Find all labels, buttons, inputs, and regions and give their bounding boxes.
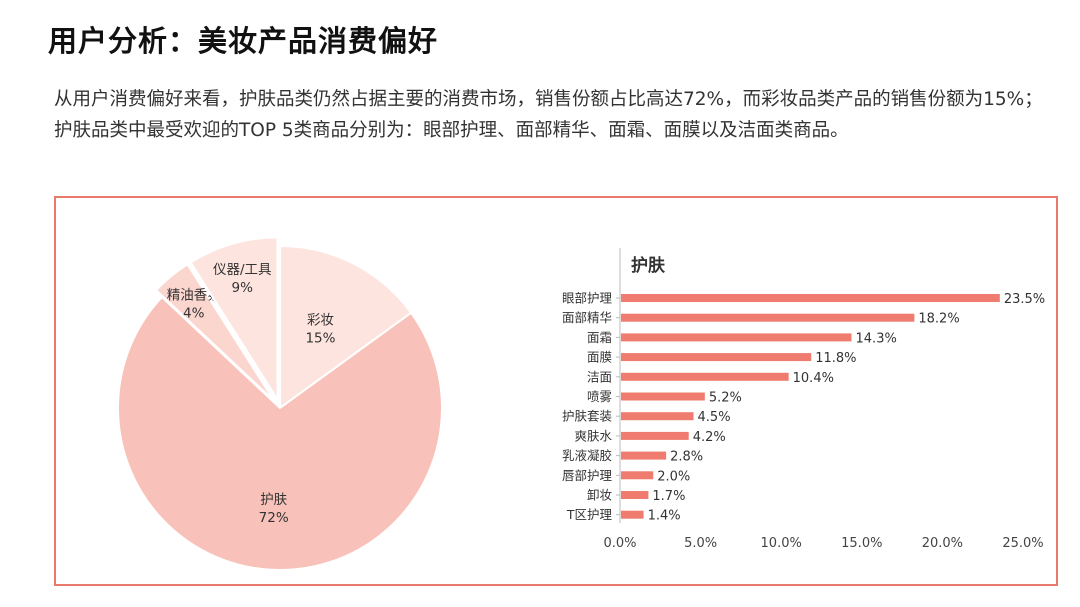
pie-slice-0 [279, 244, 413, 410]
pie-value-label: 4% [183, 306, 205, 322]
bar [621, 412, 694, 421]
x-tick-label: 0.0% [603, 536, 636, 551]
bar [621, 294, 1000, 302]
bar-category-label: 面霜 [587, 330, 612, 345]
page-title: 用户分析：美妆产品消费偏好 [48, 24, 439, 58]
bar [621, 491, 649, 499]
bar-category-label: 卸妆 [587, 488, 612, 503]
bar-value-label: 4.2% [693, 430, 726, 445]
x-tick-label: 25.0% [1002, 536, 1043, 551]
bar-category-label: 眼部护理 [562, 291, 613, 306]
pie-label: 仪器/工具 [213, 262, 272, 278]
x-tick-label: 20.0% [922, 536, 963, 551]
pie-label: 护肤 [260, 492, 288, 508]
bar [621, 313, 915, 322]
x-tick-label: 5.0% [684, 536, 717, 551]
pie-value-label: 15% [305, 331, 335, 347]
bar-category-label: 乳液凝胶 [562, 448, 612, 463]
bar-category-label: 喷雾 [587, 389, 613, 404]
bar-value-label: 10.4% [793, 371, 834, 386]
description-line-1: 从用户消费偏好来看，护肤品类仍然占据主要的消费市场，销售份额占比高达72%，而彩… [54, 89, 1043, 110]
description-line-2: 护肤品类中最受欢迎的TOP 5类商品分别为：眼部护理、面部精华、面霜、面膜以及洁… [54, 120, 849, 141]
bar-chart-title: 护肤 [631, 255, 666, 276]
bar [621, 392, 705, 401]
bar-value-label: 18.2% [918, 312, 959, 327]
pie-value-label: 72% [259, 510, 289, 526]
pie-slice-3 [189, 236, 279, 403]
pie-value-label: 9% [232, 280, 254, 296]
bar [621, 333, 852, 342]
pie-slice-1 [117, 295, 443, 571]
bar-category-label: T区护理 [566, 507, 613, 522]
bar-value-label: 23.5% [1004, 292, 1045, 307]
x-tick-label: 15.0% [841, 536, 882, 551]
bar-category-label: 面部精华 [562, 310, 612, 325]
bar-value-label: 11.8% [815, 351, 856, 366]
bar [621, 510, 644, 519]
bar-category-label: 洁面 [587, 369, 612, 384]
x-tick-label: 10.0% [761, 536, 802, 551]
chart-panel: 彩妆 15% 护肤 72% 精油香氛 4% 仪器/工具 9% 护肤 眼部护理 23.5% 面部精华 1… [54, 196, 1058, 586]
bar-category-label: 爽肤水 [574, 428, 612, 443]
bar [621, 471, 654, 480]
bar [621, 372, 789, 381]
bar-category-label: 护肤套装 [562, 409, 612, 424]
pie-chart: 彩妆 15% 护肤 72% 精油香氛 4% 仪器/工具 9% [117, 236, 443, 571]
bar-value-label: 2.0% [657, 469, 690, 484]
pie-slice-2 [154, 262, 276, 402]
pie-label: 精油香氛 [167, 288, 221, 304]
pie-label: 彩妆 [307, 313, 334, 329]
bar-value-label: 4.5% [698, 410, 731, 425]
bar-value-label: 2.8% [670, 450, 703, 465]
bar-value-label: 14.3% [856, 331, 897, 346]
bar-value-label: 1.4% [648, 509, 681, 524]
bar [621, 431, 689, 440]
bar-value-label: 5.2% [709, 391, 742, 406]
bar-value-label: 1.7% [652, 489, 685, 504]
bar-category-label: 唇部护理 [562, 468, 613, 483]
description: 从用户消费偏好来看，护肤品类仍然占据主要的消费市场，销售份额占比高达72%，而彩… [54, 84, 1044, 146]
bar [621, 451, 667, 460]
bar-category-label: 面膜 [587, 350, 612, 365]
bar [621, 353, 812, 362]
